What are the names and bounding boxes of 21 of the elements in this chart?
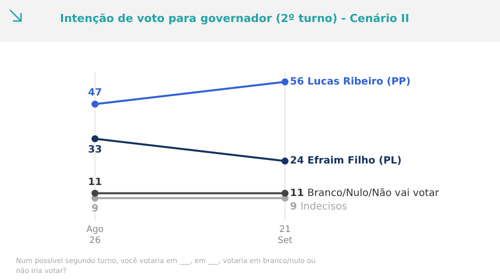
data-label: 9 [290, 202, 297, 213]
point [282, 158, 288, 165]
series-label: Lucas Ribeiro (PP) [307, 76, 411, 88]
data-label: 33 [88, 144, 102, 156]
chart-title: Intenção de voto para governador (2º turno) - Cenário II [60, 12, 410, 25]
x-tick-label: 21 Set [278, 225, 293, 246]
data-label: 56 [290, 76, 304, 88]
point [92, 135, 98, 142]
x-tick-label: Ago 26 [86, 225, 104, 246]
point [92, 190, 98, 197]
data-label: 11 [88, 176, 102, 188]
series-label: Indecisos [300, 202, 348, 213]
point [282, 190, 288, 197]
data-label: 24 [290, 156, 304, 167]
series-label: Efraim Filho (PL) [307, 156, 402, 167]
point [92, 100, 98, 108]
data-label: 47 [88, 88, 102, 99]
series-label: Branco/Nulo/Não vai votar [307, 188, 440, 199]
data-label: 9 [92, 204, 99, 215]
point [282, 78, 288, 86]
data-label: 11 [290, 188, 304, 199]
